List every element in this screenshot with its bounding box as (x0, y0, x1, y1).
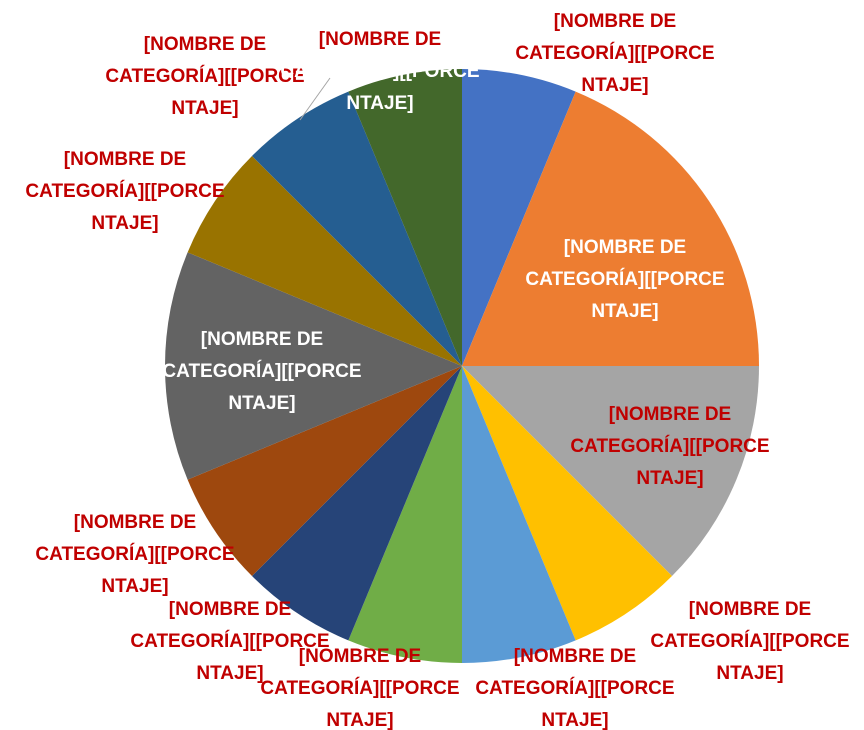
data-label: [NOMBRE DE (564, 237, 686, 258)
data-label: NTAJE] (196, 663, 263, 684)
data-label: NTAJE] (91, 213, 158, 234)
data-label: NTAJE] (101, 576, 168, 597)
data-label: [NOMBRE DE (319, 29, 441, 50)
pie-slice (462, 366, 759, 577)
data-label: CATEGORÍA][[PORCE (515, 42, 714, 64)
data-label: CATEGORÍA][[PORCE (105, 65, 304, 87)
data-label: [NOMBRE DE (201, 329, 323, 350)
data-label: NTAJE] (346, 93, 413, 114)
data-label: [NOMBRE DE (514, 646, 636, 667)
data-label: [NOMBRE DE (554, 11, 676, 32)
pie-slice (251, 91, 462, 366)
data-label: CATEGORÍA][[PORCE (280, 60, 479, 82)
data-label: CATEGORÍA][[PORCE (475, 677, 674, 699)
data-label: [NOMBRE DE (64, 149, 186, 170)
data-label: NTAJE] (171, 98, 238, 119)
data-label: NTAJE] (228, 393, 295, 414)
data-label: [NOMBRE DE (299, 646, 421, 667)
data-label: CATEGORÍA][[PORCE (525, 268, 724, 290)
data-label: NTAJE] (716, 663, 783, 684)
data-label: [NOMBRE DE (609, 404, 731, 425)
pie-slice (187, 366, 462, 577)
pie-slice (462, 69, 576, 366)
pie-slice (348, 69, 462, 366)
pie-slice (462, 366, 576, 663)
data-label: CATEGORÍA][[PORCE (260, 677, 459, 699)
data-label: [NOMBRE DE (169, 599, 291, 620)
data-label: CATEGORÍA][[PORCE (162, 360, 361, 382)
data-label: NTAJE] (636, 468, 703, 489)
pie-slice (251, 366, 462, 641)
pie-slice (462, 366, 673, 641)
data-label: [NOMBRE DE (144, 34, 266, 55)
data-label: CATEGORÍA][[PORCE (130, 630, 329, 652)
data-label: [NOMBRE DE (74, 512, 196, 533)
pie-slice (462, 91, 759, 366)
data-label: [NOMBRE DE (689, 599, 811, 620)
pie-slice (165, 252, 462, 480)
pie-slice (348, 366, 462, 663)
leader-line (299, 77, 331, 121)
data-label: NTAJE] (581, 75, 648, 96)
data-label: CATEGORÍA][[PORCE (650, 630, 849, 652)
data-label: NTAJE] (591, 301, 658, 322)
pie-slice (187, 155, 462, 366)
data-label: NTAJE] (326, 710, 393, 730)
data-label: NTAJE] (541, 710, 608, 730)
data-label: CATEGORÍA][[PORCE (570, 435, 769, 457)
data-label: CATEGORÍA][[PORCE (35, 543, 234, 565)
data-label: CATEGORÍA][[PORCE (25, 180, 224, 202)
